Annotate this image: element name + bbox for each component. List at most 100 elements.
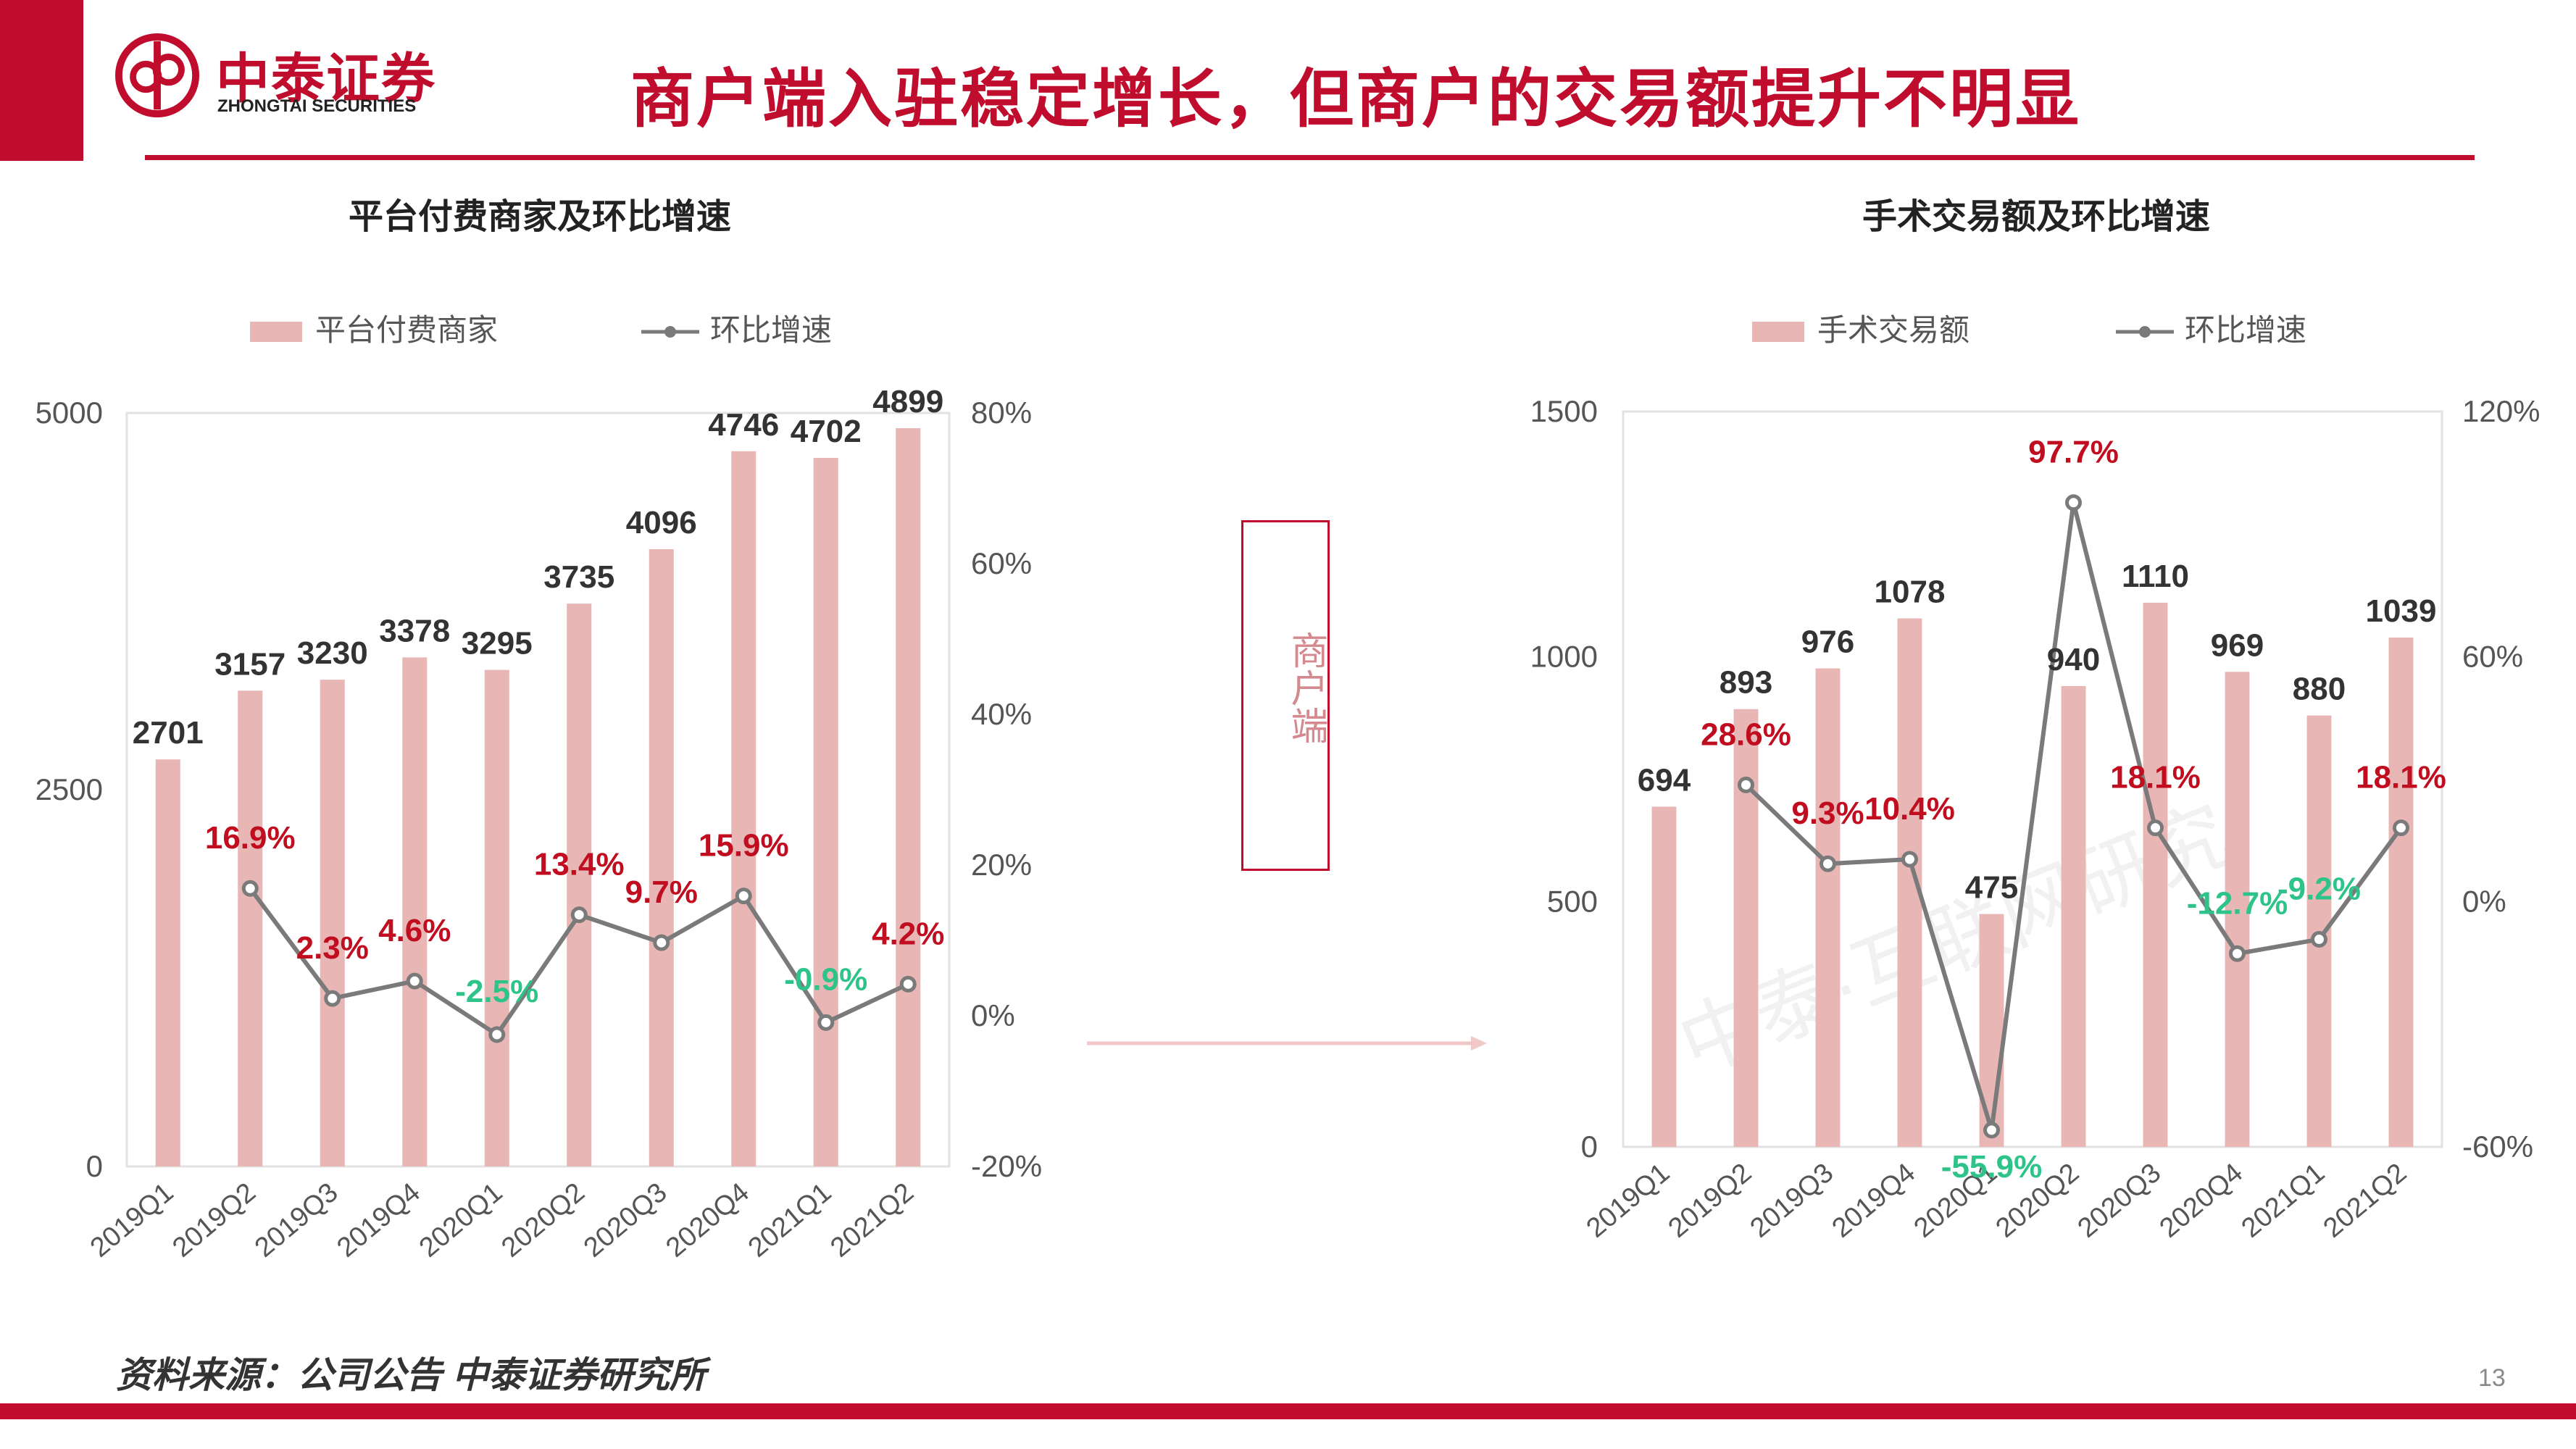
y-right-tick-label: 60%	[971, 546, 1032, 580]
title-underline	[145, 155, 2475, 160]
x-tick-label: 2020Q3	[2072, 1158, 2167, 1244]
y-right-tick-label: -60%	[2462, 1129, 2533, 1164]
logo-mark-icon	[114, 33, 200, 118]
y-left-tick-label: 0	[86, 1149, 103, 1183]
y-right-tick-label: -20%	[971, 1149, 1042, 1183]
bar	[1733, 709, 1759, 1147]
growth-data-label: -55.9%	[1941, 1149, 2042, 1185]
growth-point	[653, 934, 670, 951]
y-right-tick-label: 80%	[971, 396, 1032, 430]
legend-label: 环比增速	[710, 313, 832, 347]
y-left-tick-label: 1000	[1530, 639, 1598, 673]
growth-point	[2147, 819, 2164, 837]
legend-line-marker	[2139, 326, 2151, 338]
growth-point	[899, 975, 917, 993]
legend-label: 手术交易额	[1817, 313, 1969, 347]
bar	[155, 759, 180, 1166]
growth-point	[817, 1014, 835, 1031]
y-left-tick-label: 500	[1547, 885, 1598, 919]
bar	[1815, 668, 1841, 1147]
x-tick-label: 2021Q1	[2236, 1158, 2331, 1244]
bar-data-label: 1110	[2122, 559, 2189, 594]
bar-data-label: 3230	[297, 635, 368, 671]
x-tick-label: 2019Q3	[1745, 1158, 1840, 1244]
growth-data-label: 9.3%	[1791, 796, 1864, 831]
logo-text-en: ZHONGTAI SECURITIES	[217, 96, 417, 116]
bar-data-label: 4746	[708, 407, 779, 443]
x-tick-label: 2019Q2	[1663, 1158, 1758, 1244]
growth-data-label: 18.1%	[2110, 760, 2201, 796]
growth-data-label: -2.5%	[455, 974, 538, 1009]
legend-bar-swatch	[1752, 322, 1804, 342]
bar-data-label: 3378	[379, 613, 450, 648]
growth-point	[1901, 851, 1918, 868]
y-left-tick-label: 0	[1581, 1129, 1598, 1164]
growth-data-label: 13.4%	[534, 847, 625, 882]
bar-data-label: 976	[1801, 625, 1854, 660]
bar-data-label: 4899	[872, 384, 943, 419]
slide-title: 商户端入驻稳定增长，但商户的交易额提升不明显	[630, 63, 2082, 135]
growth-point	[2311, 931, 2327, 948]
x-tick-label: 2020Q4	[2154, 1158, 2249, 1244]
growth-data-label: 97.7%	[2028, 435, 2119, 470]
y-left-tick-label: 5000	[36, 396, 103, 430]
growth-point	[488, 1026, 506, 1043]
growth-data-label: 18.1%	[2356, 760, 2446, 796]
growth-point	[570, 906, 588, 924]
legend-label: 环比增速	[2185, 313, 2306, 347]
legend-line-marker	[664, 326, 676, 338]
growth-point	[406, 972, 423, 990]
y-right-tick-label: 0%	[2462, 885, 2506, 919]
growth-point	[324, 990, 341, 1007]
growth-data-label: -9.2%	[2277, 872, 2361, 907]
chart-title: 平台付费商家及环比增速	[349, 198, 731, 236]
bar	[731, 451, 756, 1166]
legend-bar-swatch	[250, 322, 302, 342]
bar	[1651, 806, 1677, 1147]
y-left-tick-label: 2500	[36, 772, 103, 806]
page-number: 13	[2478, 1364, 2506, 1392]
growth-point	[2065, 494, 2082, 511]
growth-data-label: 9.7%	[625, 874, 698, 910]
bar	[567, 604, 592, 1166]
bar-data-label: 1078	[1875, 575, 1946, 610]
growth-point	[1983, 1122, 2000, 1139]
bar-data-label: 940	[2047, 642, 2100, 677]
corner-accent-block	[0, 0, 83, 161]
bar-data-label: 969	[2211, 627, 2264, 663]
bar-data-label: 4096	[626, 505, 697, 540]
growth-point	[1820, 855, 1836, 872]
y-right-tick-label: 0%	[971, 998, 1015, 1032]
footer-rule	[0, 1403, 2576, 1419]
x-tick-label: 2021Q2	[2318, 1158, 2413, 1244]
bar-data-label: 1039	[2366, 593, 2437, 629]
bar-data-label: 893	[1720, 665, 1772, 701]
y-right-tick-label: 20%	[971, 848, 1032, 882]
source-note: 资料来源：公司公告 中泰证券研究所	[116, 1355, 706, 1395]
y-right-tick-label: 40%	[971, 697, 1032, 731]
growth-data-label: 2.3%	[296, 930, 369, 966]
growth-data-label: 4.2%	[872, 916, 944, 951]
growth-data-label: 10.4%	[1864, 791, 1955, 827]
bar-data-label: 3295	[462, 626, 533, 661]
bar-data-label: 3157	[214, 646, 285, 682]
bar	[320, 680, 345, 1166]
growth-data-label: -12.7%	[2187, 885, 2288, 921]
bar	[2061, 685, 2086, 1147]
bar	[813, 457, 838, 1166]
bar	[238, 690, 263, 1166]
growth-point	[241, 880, 259, 897]
plot-frame	[1622, 410, 2443, 1148]
growth-point	[2229, 945, 2246, 962]
bar-data-label: 3735	[543, 559, 614, 595]
growth-point	[735, 888, 752, 905]
bar-data-label: 694	[1638, 762, 1691, 798]
bar	[2388, 637, 2414, 1147]
bar-data-label: 880	[2293, 672, 2346, 707]
growth-data-label: 28.6%	[1701, 717, 1791, 752]
bar	[484, 669, 509, 1166]
bar	[2143, 602, 2168, 1147]
growth-data-label: -0.9%	[784, 961, 867, 997]
connector-arrow-icon	[1087, 1036, 1487, 1051]
